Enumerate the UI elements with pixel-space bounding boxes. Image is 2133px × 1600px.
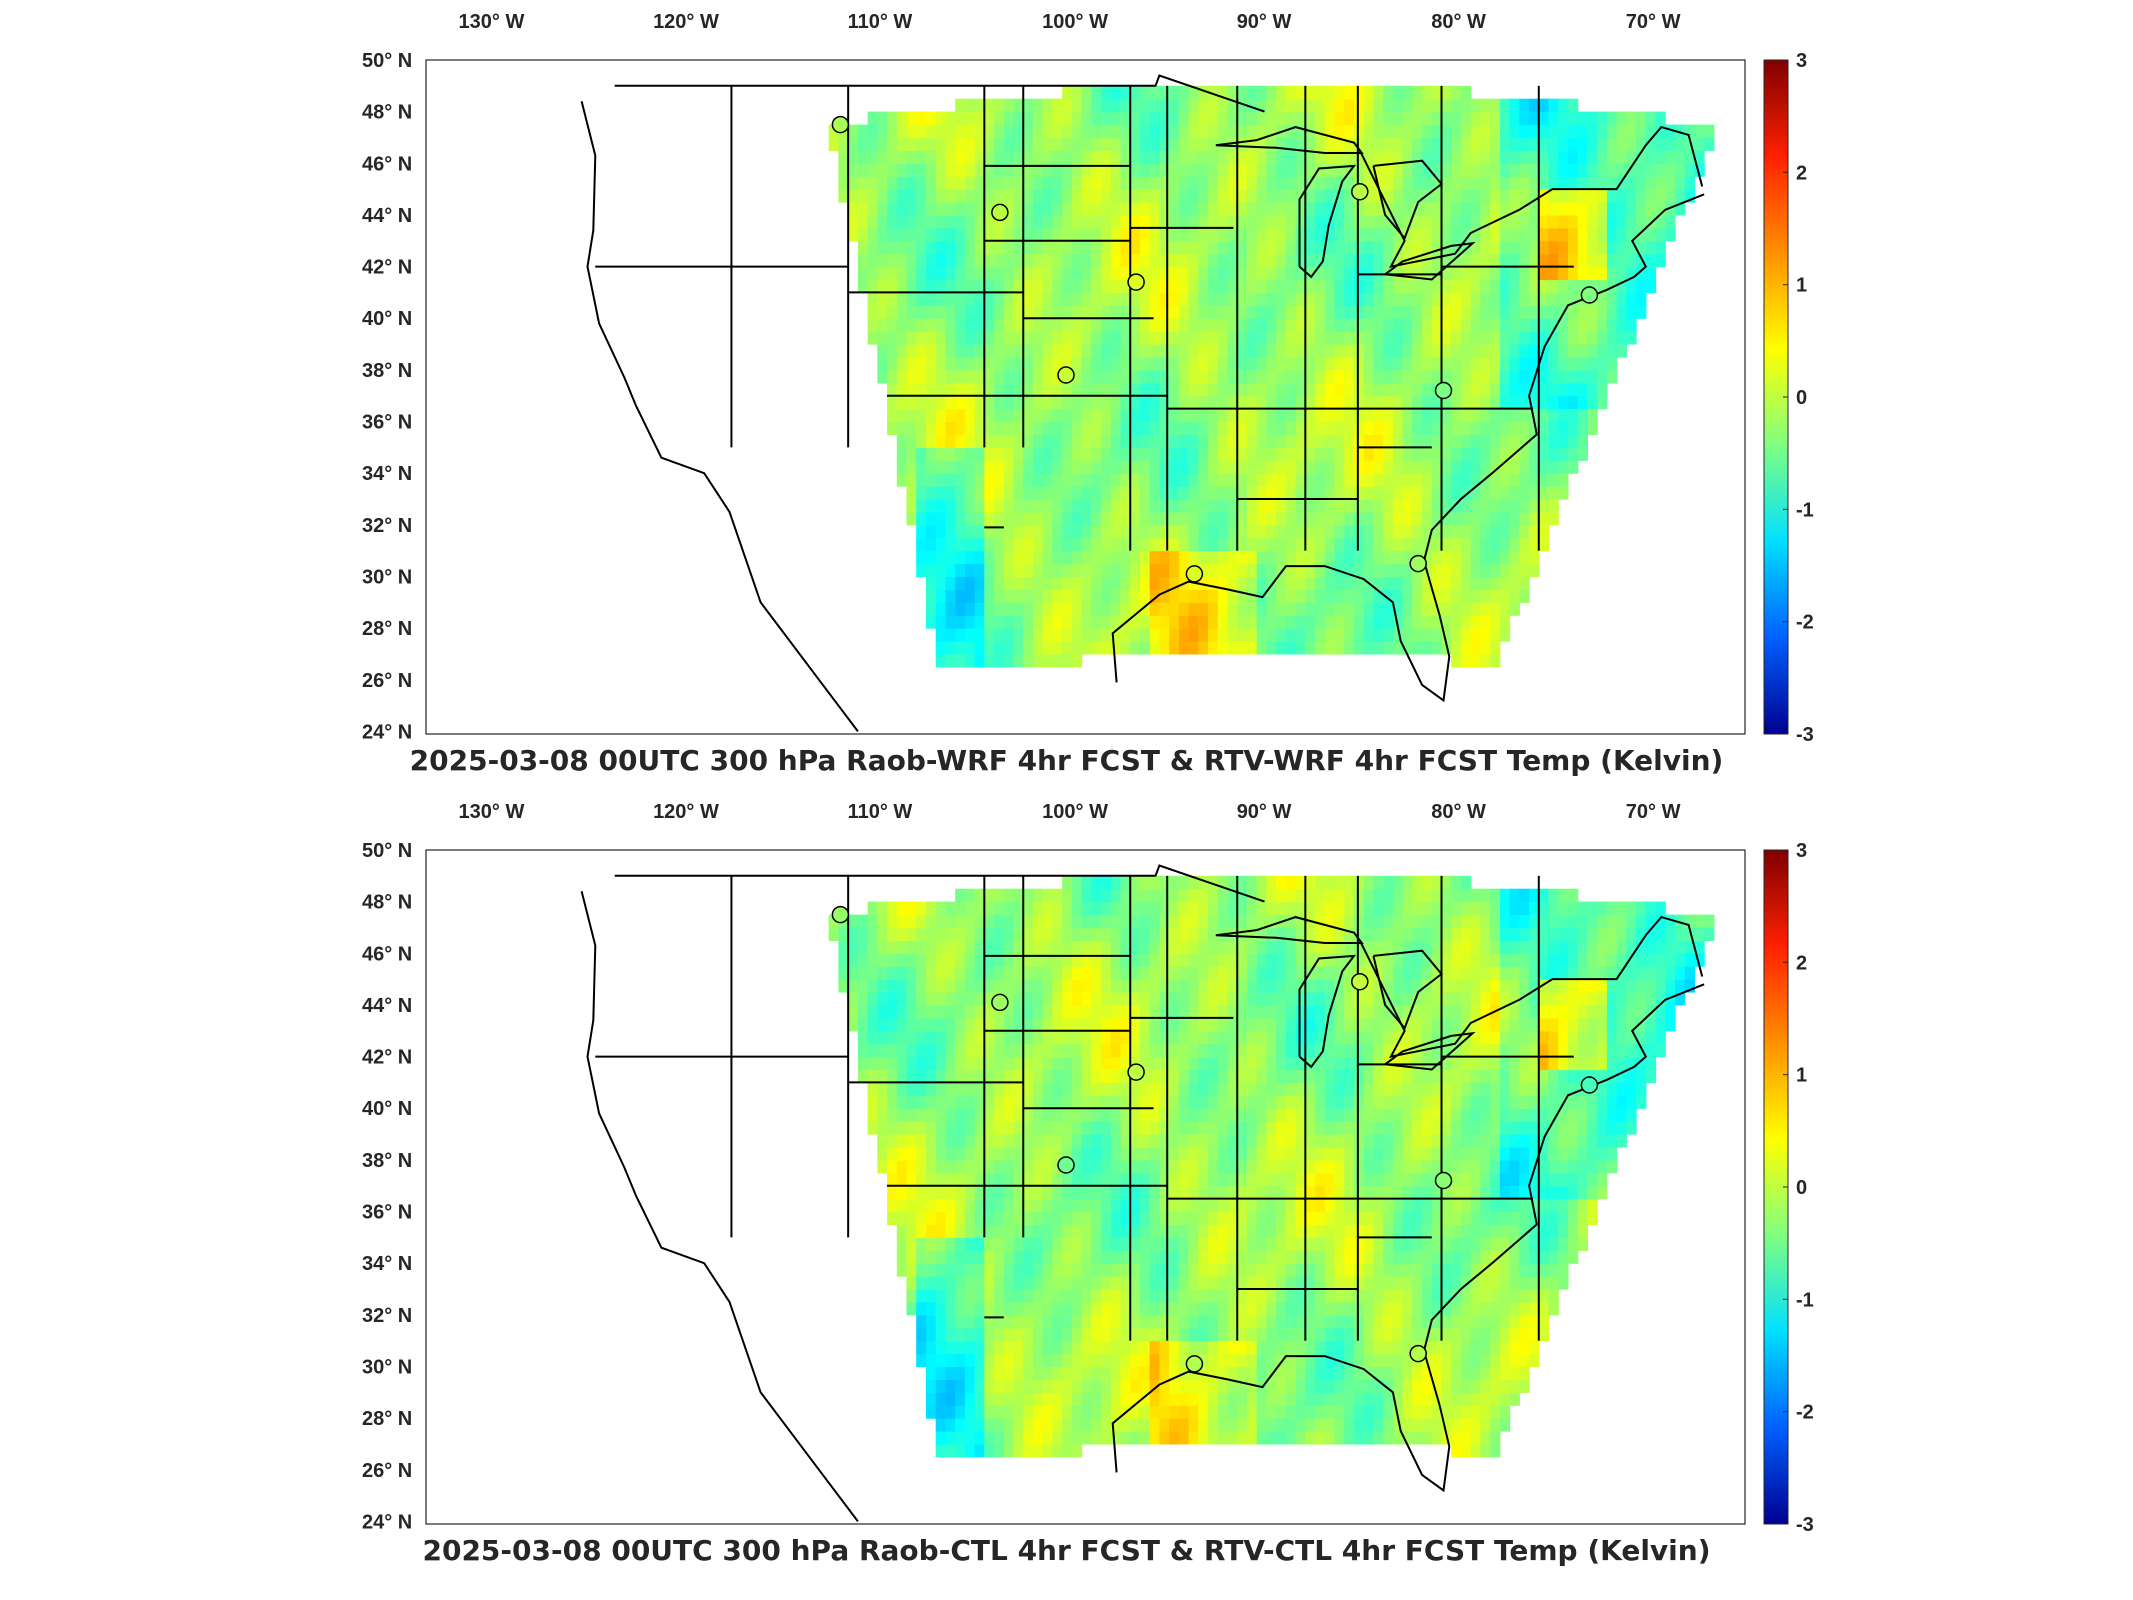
colorbar-tick-label: -1 <box>1796 499 1814 521</box>
raob-station-marker <box>1434 381 1453 400</box>
raob-station-markers <box>831 115 1599 583</box>
lon-tick-label: 130° W <box>459 801 525 823</box>
lat-tick-label: 44° N <box>362 205 412 227</box>
lat-tick-label: 24° N <box>362 721 412 743</box>
lon-tick-label: 80° W <box>1431 801 1486 823</box>
map-svg: 130° W 120° W 110° W 100° W 90° W 80° W 70° W 5… <box>362 801 1814 1534</box>
colorbar-tick-label: -2 <box>1796 612 1814 634</box>
lat-tick-label: 48° N <box>362 102 412 124</box>
lat-tick-label: 46° N <box>362 153 412 175</box>
colorbar-tick-label: -2 <box>1796 1402 1814 1424</box>
lat-tick-label: 36° N <box>362 412 412 434</box>
raob-station-marker <box>1580 1076 1599 1094</box>
colorbar-tick-label: -3 <box>1796 724 1814 744</box>
lat-tick-label: 40° N <box>362 1098 412 1120</box>
lon-tick-label: 100° W <box>1042 11 1108 33</box>
raob-station-marker <box>1434 1171 1453 1190</box>
lat-tick-label: 48° N <box>362 892 412 914</box>
map-svg: 130° W 120° W 110° W 100° W 90° W 80° W 70° W 5… <box>362 11 1814 744</box>
raob-station-marker <box>1409 554 1427 573</box>
lat-tick-label: 42° N <box>362 257 412 279</box>
coastline-and-borders <box>580 74 1705 733</box>
lon-tick-label: 120° W <box>653 801 719 823</box>
temperature-difference-field <box>828 85 1715 668</box>
lat-tick-label: 28° N <box>362 1408 412 1430</box>
lat-tick-label: 34° N <box>362 1253 412 1275</box>
lat-tick-label: 32° N <box>362 1305 412 1327</box>
raob-station-marker <box>1185 565 1204 583</box>
colorbar-tick-label: 2 <box>1796 162 1807 184</box>
lat-tick-label: 32° N <box>362 515 412 537</box>
lon-tick-label: 130° W <box>459 11 525 33</box>
raob-station-marker <box>1127 273 1145 291</box>
lat-tick-label: 30° N <box>362 566 412 588</box>
raob-station-marker <box>991 203 1009 222</box>
lat-tick-label: 28° N <box>362 618 412 640</box>
lat-tick-label: 44° N <box>362 995 412 1017</box>
raob-station-marker <box>991 993 1009 1012</box>
panel-title-raob-wrf: 2025-03-08 00UTC 300 hPa Raob-WRF 4hr FC… <box>409 744 1724 777</box>
raob-station-marker <box>1057 1156 1075 1174</box>
lon-tick-label: 70° W <box>1626 11 1681 33</box>
colorbar-tick-label: 3 <box>1796 840 1807 862</box>
colorbar-tick-label: 0 <box>1796 1177 1807 1199</box>
raob-station-marker <box>1127 1063 1145 1081</box>
lon-tick-label: 110° W <box>848 801 913 823</box>
colorbar-tick-label: -1 <box>1796 1289 1814 1311</box>
panel-title-raob-ctl: 2025-03-08 00UTC 300 hPa Raob-CTL 4hr FC… <box>422 1534 1711 1567</box>
lat-tick-label: 42° N <box>362 1047 412 1069</box>
lon-tick-label: 100° W <box>1042 801 1108 823</box>
raob-station-marker <box>1351 182 1369 201</box>
lon-tick-label: 90° W <box>1237 801 1292 823</box>
lon-tick-label: 110° W <box>848 11 913 33</box>
lat-tick-label: 26° N <box>362 1460 412 1482</box>
lat-tick-label: 40° N <box>362 308 412 330</box>
lat-tick-label: 34° N <box>362 463 412 485</box>
colorbar-tick-label: 1 <box>1796 1065 1807 1087</box>
raob-station-marker <box>831 905 850 924</box>
lat-tick-label: 46° N <box>362 943 412 965</box>
colorbar-tick-label: 0 <box>1796 387 1807 409</box>
lat-tick-label: 50° N <box>362 840 412 862</box>
colorbar-tick-label: 2 <box>1796 952 1807 974</box>
colorbar-tick-label: -3 <box>1796 1514 1814 1534</box>
lon-tick-label: 80° W <box>1431 11 1486 33</box>
raob-station-marker <box>831 115 850 134</box>
raob-station-marker <box>1351 972 1369 991</box>
raob-station-markers <box>831 905 1599 1373</box>
lat-tick-label: 50° N <box>362 50 412 72</box>
lat-tick-label: 38° N <box>362 360 412 382</box>
lon-tick-label: 90° W <box>1237 11 1292 33</box>
raob-station-marker <box>1057 366 1075 384</box>
lon-tick-label: 70° W <box>1626 801 1681 823</box>
lat-tick-label: 24° N <box>362 1511 412 1533</box>
raob-station-marker <box>1409 1344 1427 1363</box>
colorbar-tick-label: 3 <box>1796 50 1807 72</box>
lon-tick-label: 120° W <box>653 11 719 33</box>
lat-tick-label: 36° N <box>362 1202 412 1224</box>
raob-station-marker <box>1185 1355 1204 1373</box>
lat-tick-label: 38° N <box>362 1150 412 1172</box>
map-panel-raob-wrf: 130° W 120° W 110° W 100° W 90° W 80° W 70° W 5… <box>0 0 2133 790</box>
lat-tick-label: 30° N <box>362 1356 412 1378</box>
coastline-and-borders <box>580 864 1705 1523</box>
raob-station-marker <box>1580 286 1599 304</box>
lat-tick-label: 26° N <box>362 670 412 692</box>
colorbar-tick-label: 1 <box>1796 275 1807 297</box>
temperature-difference-field <box>828 875 1715 1458</box>
map-panel-raob-ctl: 130° W 120° W 110° W 100° W 90° W 80° W 70° W 5… <box>0 790 2133 1580</box>
